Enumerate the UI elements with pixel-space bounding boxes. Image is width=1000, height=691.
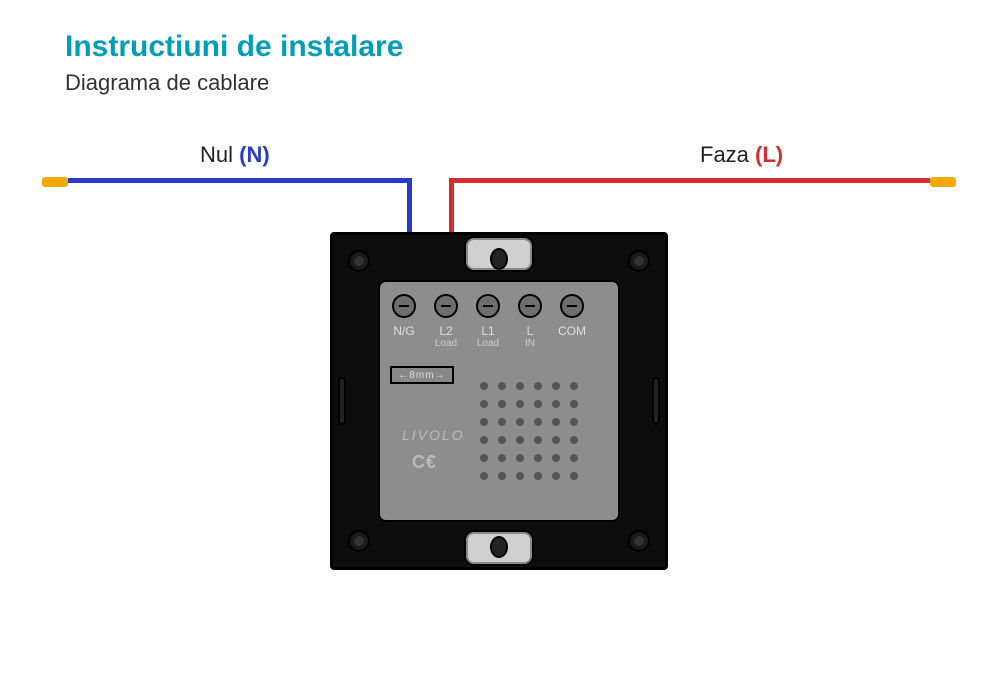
mounting-hole <box>628 250 650 272</box>
mounting-hole <box>628 530 650 552</box>
terminal-l1 <box>476 294 500 318</box>
terminal-sublabel: Load <box>468 338 508 349</box>
neutral-label: Nul (N) <box>200 142 270 168</box>
strip-gauge: ←8mm→ <box>390 366 454 384</box>
ce-mark: C€ <box>412 452 437 473</box>
phase-wire-horizontal <box>449 178 930 183</box>
phase-label-text: Faza <box>700 142 755 167</box>
mounting-hole <box>348 250 370 272</box>
neutral-label-text: Nul <box>200 142 239 167</box>
phase-label: Faza (L) <box>700 142 783 168</box>
terminal-ng <box>392 294 416 318</box>
ventilation-grid <box>480 382 588 490</box>
side-slot <box>338 377 346 425</box>
terminal-label: L2 <box>426 324 466 338</box>
side-slot <box>652 377 660 425</box>
mounting-hole <box>348 530 370 552</box>
terminal-com <box>560 294 584 318</box>
page-title: Instructiuni de instalare <box>65 30 403 64</box>
neutral-wire-horizontal <box>68 178 412 183</box>
terminal-sublabel: IN <box>510 338 550 349</box>
terminal-label: L <box>510 324 550 338</box>
terminal-label: L1 <box>468 324 508 338</box>
switch-device: N/GL2LoadL1LoadLINCOM←8mm→LIVOLOC€ <box>330 232 668 570</box>
terminal-label: N/G <box>384 324 424 338</box>
mounting-tab <box>464 236 534 272</box>
terminal-label: COM <box>552 324 592 338</box>
terminal-l <box>518 294 542 318</box>
mounting-tab <box>464 530 534 566</box>
diagram-canvas: { "header": { "title": "Instructiuni de … <box>0 0 1000 691</box>
brand-label: LIVOLO <box>402 427 465 443</box>
terminal-l2 <box>434 294 458 318</box>
phase-wire-cap <box>930 177 956 187</box>
phase-code: (L) <box>755 142 783 167</box>
terminal-sublabel: Load <box>426 338 466 349</box>
page-subtitle: Diagrama de cablare <box>65 70 269 96</box>
neutral-wire-cap <box>42 177 68 187</box>
neutral-code: (N) <box>239 142 270 167</box>
